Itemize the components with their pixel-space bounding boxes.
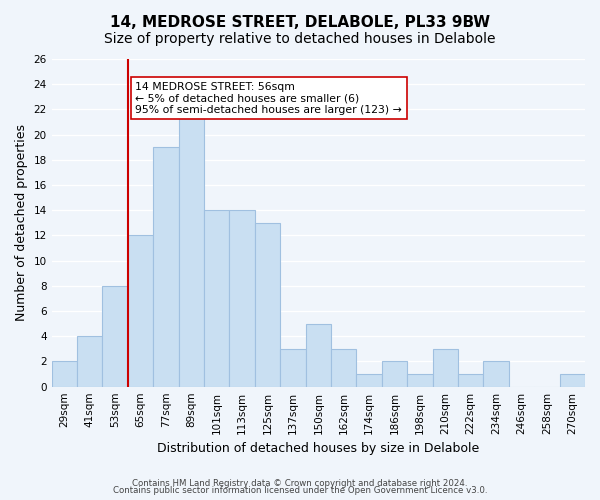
Text: 14 MEDROSE STREET: 56sqm
← 5% of detached houses are smaller (6)
95% of semi-det: 14 MEDROSE STREET: 56sqm ← 5% of detache… bbox=[136, 82, 402, 115]
Bar bbox=[305, 324, 331, 386]
Bar bbox=[128, 236, 153, 386]
Text: Size of property relative to detached houses in Delabole: Size of property relative to detached ho… bbox=[104, 32, 496, 46]
X-axis label: Distribution of detached houses by size in Delabole: Distribution of detached houses by size … bbox=[157, 442, 479, 455]
Bar bbox=[280, 349, 305, 387]
Text: 14, MEDROSE STREET, DELABOLE, PL33 9BW: 14, MEDROSE STREET, DELABOLE, PL33 9BW bbox=[110, 15, 490, 30]
Bar bbox=[458, 374, 484, 386]
Bar bbox=[103, 286, 128, 386]
Bar bbox=[331, 349, 356, 387]
Bar bbox=[204, 210, 229, 386]
Bar bbox=[255, 223, 280, 386]
Bar bbox=[382, 362, 407, 386]
Bar bbox=[52, 362, 77, 386]
Bar bbox=[77, 336, 103, 386]
Text: Contains public sector information licensed under the Open Government Licence v3: Contains public sector information licen… bbox=[113, 486, 487, 495]
Bar bbox=[407, 374, 433, 386]
Text: Contains HM Land Registry data © Crown copyright and database right 2024.: Contains HM Land Registry data © Crown c… bbox=[132, 478, 468, 488]
Bar bbox=[484, 362, 509, 386]
Bar bbox=[356, 374, 382, 386]
Bar bbox=[433, 349, 458, 387]
Bar bbox=[179, 110, 204, 386]
Bar bbox=[153, 147, 179, 386]
Bar bbox=[560, 374, 585, 386]
Y-axis label: Number of detached properties: Number of detached properties bbox=[15, 124, 28, 322]
Bar bbox=[229, 210, 255, 386]
